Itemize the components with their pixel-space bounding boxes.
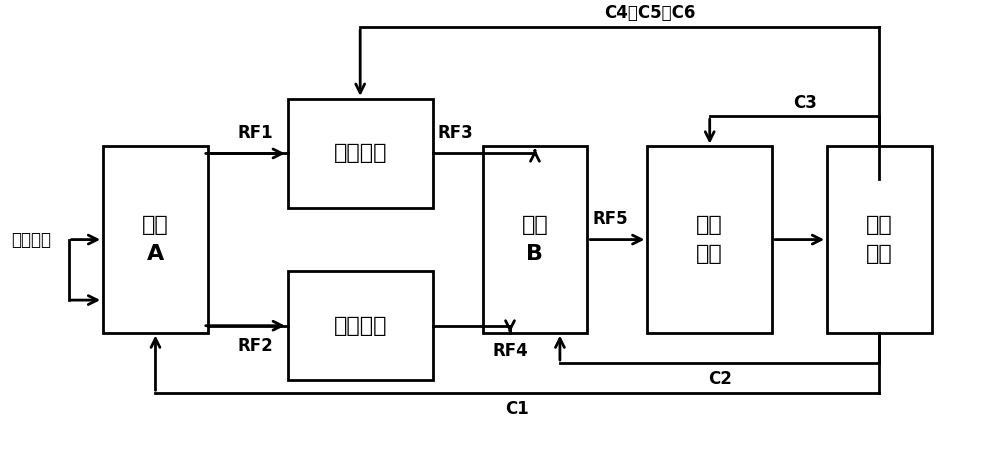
Text: C3: C3 [793, 94, 817, 112]
Text: 被测信号: 被测信号 [11, 230, 51, 249]
Bar [288, 271, 433, 380]
Text: 变频通道: 变频通道 [333, 143, 387, 164]
Text: RF4: RF4 [492, 342, 528, 360]
Bar [647, 147, 772, 333]
Text: RF3: RF3 [438, 124, 473, 142]
Text: 主控
单元: 主控 单元 [866, 215, 893, 264]
Text: 检波
电路: 检波 电路 [696, 215, 723, 264]
Bar [483, 147, 587, 333]
Text: 直通通道: 直通通道 [333, 315, 387, 336]
Bar [288, 99, 433, 208]
Text: RF1: RF1 [238, 124, 273, 142]
Text: C1: C1 [506, 400, 529, 418]
Text: 开关
A: 开关 A [142, 215, 169, 264]
Text: RF5: RF5 [592, 210, 628, 228]
Bar [827, 147, 932, 333]
Bar [103, 147, 208, 333]
Text: RF2: RF2 [237, 337, 273, 355]
Text: C4、C5、C6: C4、C5、C6 [604, 4, 695, 22]
Text: 开关
B: 开关 B [522, 215, 548, 264]
Text: C2: C2 [708, 370, 732, 388]
